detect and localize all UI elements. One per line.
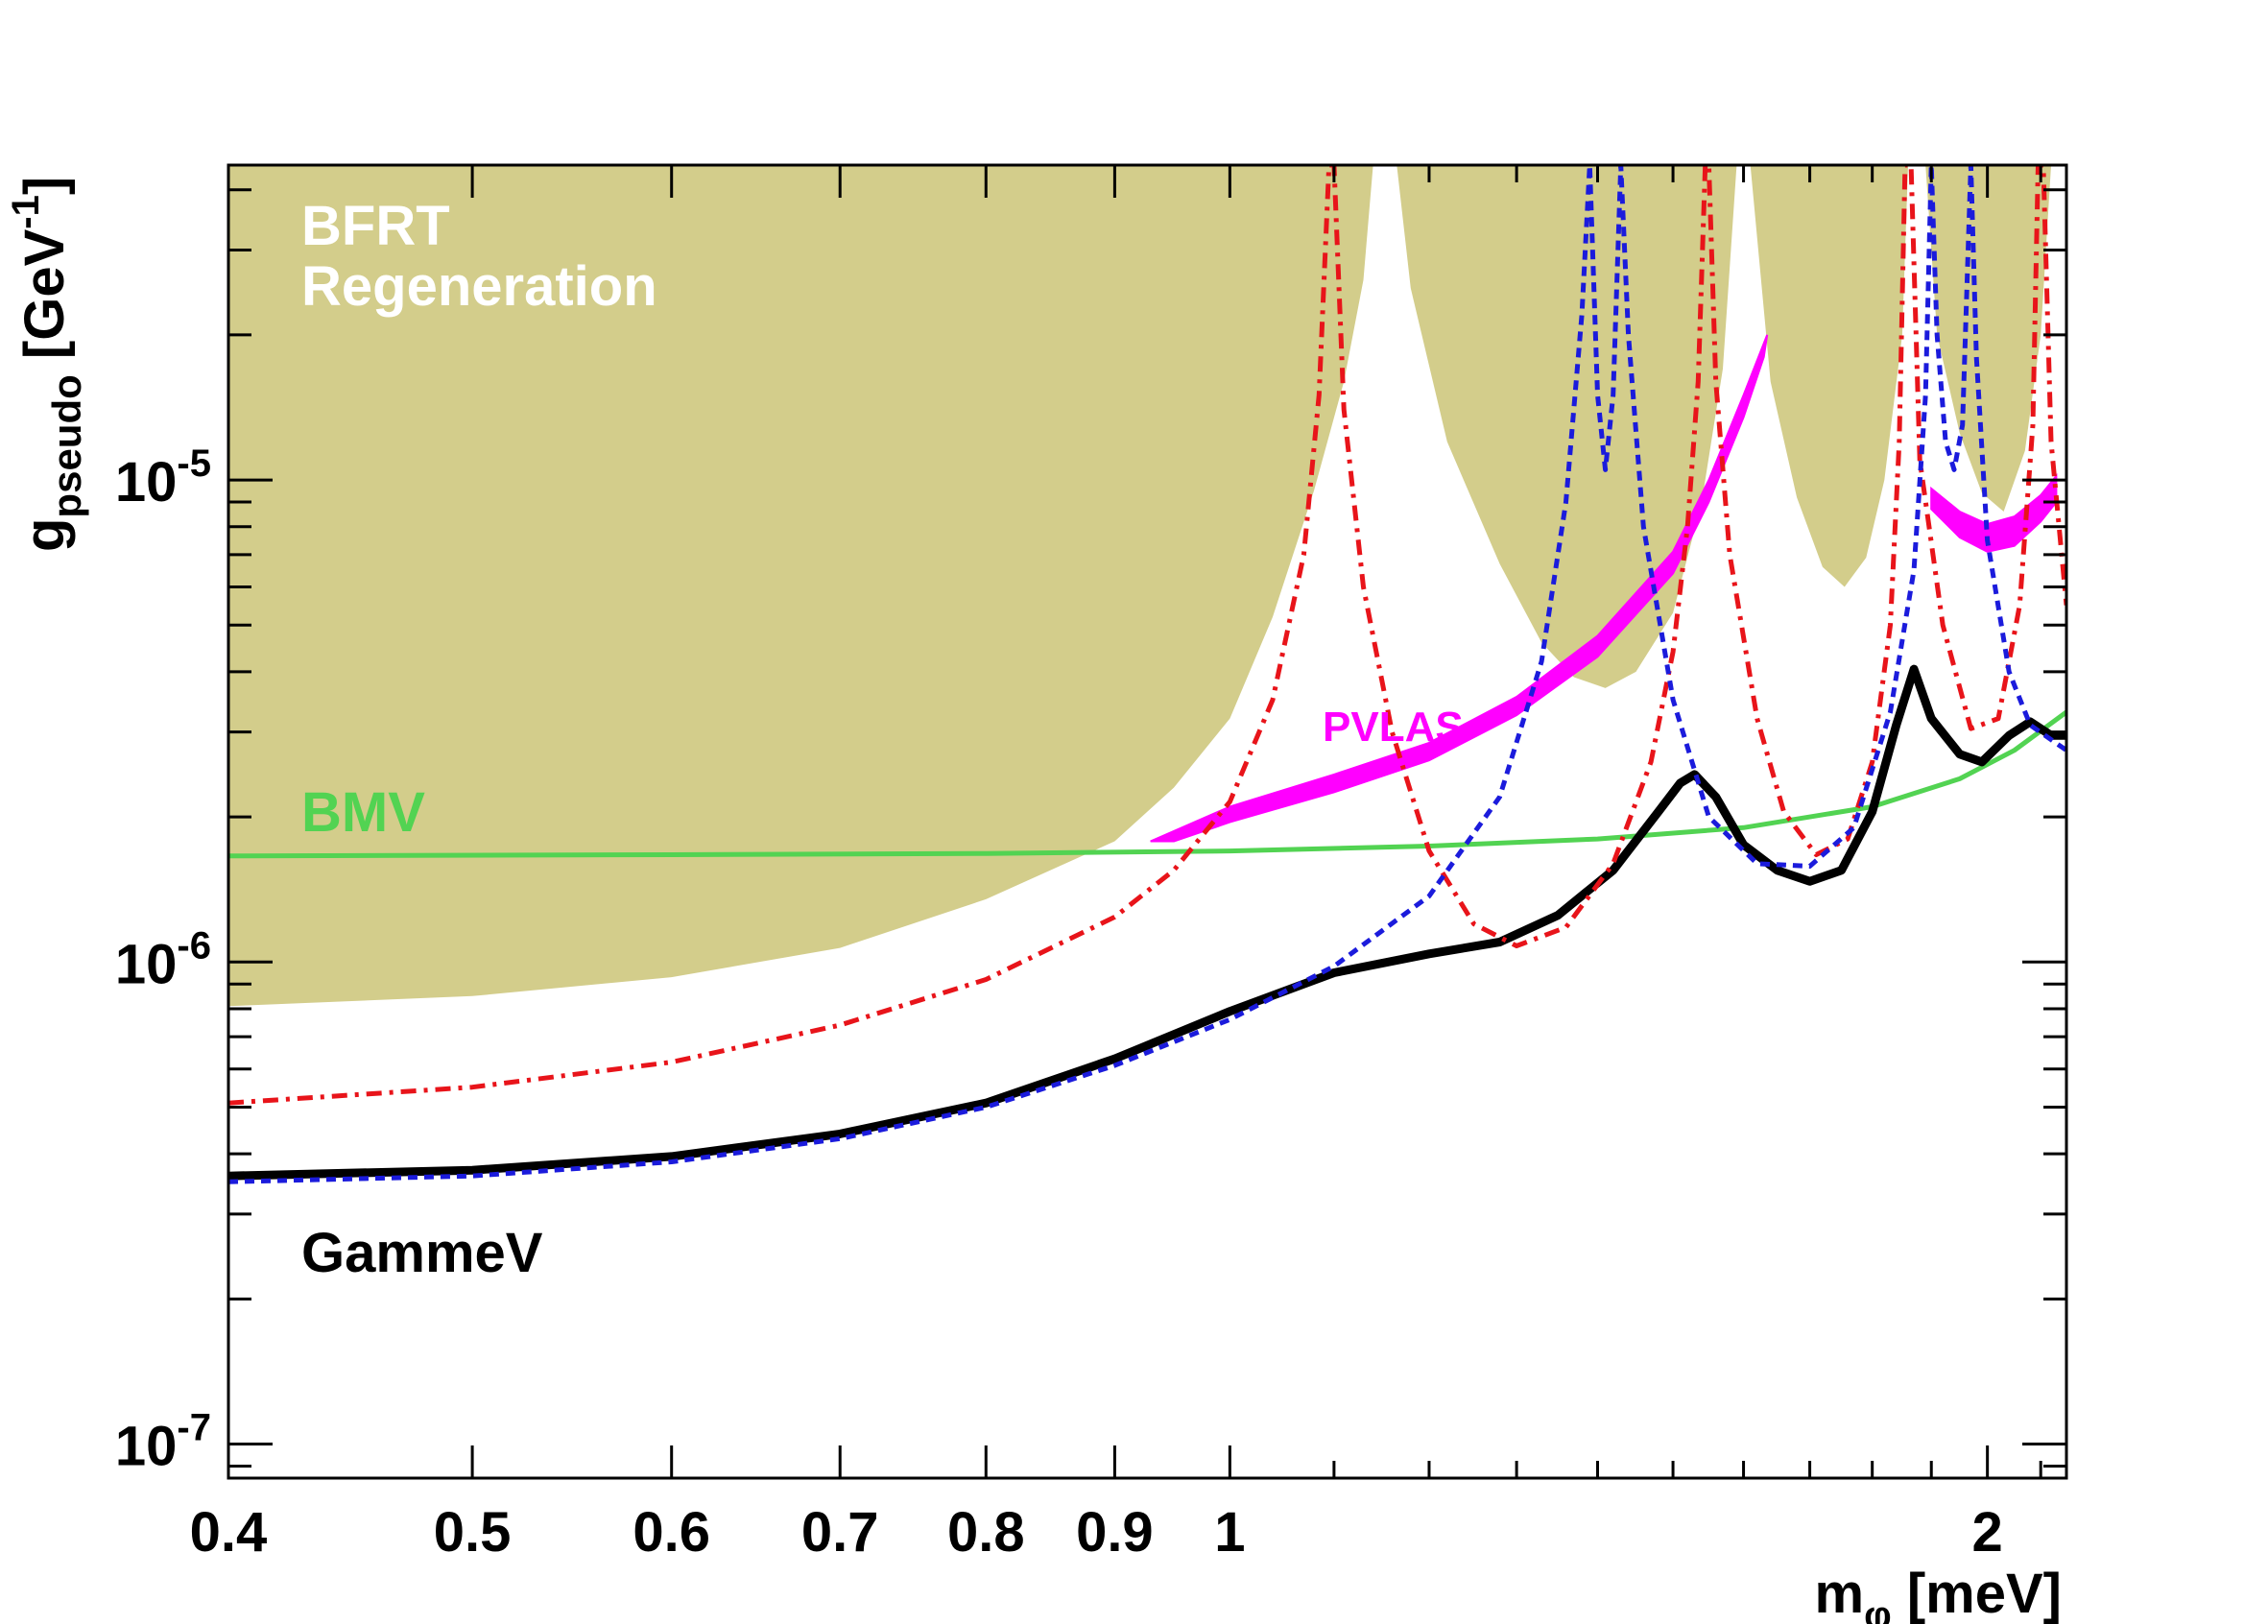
y-axis-title-sub: pseudo: [44, 374, 89, 517]
x-tick-label: 0.5: [434, 1501, 512, 1564]
plot-frame: [227, 163, 2068, 1480]
y-tick-label: 10-6: [115, 924, 211, 995]
series-blue-dashed-line: [228, 165, 2066, 1184]
x-axis-title-sub: φ: [1864, 1594, 1892, 1624]
label-bfrt-line1: BFRT: [301, 195, 450, 257]
tick-labels: 0.4 0.5 0.6 0.7 0.8 0.9 1 2 10-7 10-6 10-5: [115, 442, 2003, 1564]
region-bfrt-0: [228, 165, 2066, 1007]
x-tick-label: 2: [1972, 1501, 2003, 1564]
series-red-dashdot-line: [228, 165, 2066, 1106]
x-axis-title: mφ [meV]: [1815, 1563, 2062, 1624]
x-tick-label: 0.9: [1076, 1501, 1154, 1564]
x-axis-title-rest: [meV]: [1892, 1563, 2062, 1624]
y-axis-title-rest: [GeV: [13, 228, 76, 374]
y-axis-title-sup: -1: [5, 195, 47, 229]
x-tick-label: 0.6: [633, 1501, 710, 1564]
label-pvlas: PVLAS: [1323, 704, 1464, 751]
label-bfrt-line2: Regeneration: [301, 255, 657, 318]
series-gammev-line: [228, 664, 2066, 1181]
series-pvlas-band-0: [1150, 334, 1769, 843]
x-axis-title-main: m: [1815, 1563, 1865, 1624]
x-tick-label: 0.4: [190, 1501, 268, 1564]
series-bmv-line: [228, 709, 2066, 859]
y-tick-label: 10-7: [115, 1407, 211, 1478]
y-axis-title-main: g: [13, 518, 76, 552]
y-axis-title-end: ]: [13, 177, 76, 195]
x-tick-label: 0.8: [947, 1501, 1025, 1564]
plot-area: [228, 165, 2066, 1184]
y-tick-label: 10-5: [115, 442, 211, 513]
axis-ticks: [227, 165, 2066, 1478]
label-bmv: BMV: [301, 781, 425, 844]
label-gammev: GammeV: [301, 1222, 543, 1284]
x-tick-label: 1: [1214, 1501, 1245, 1564]
x-tick-label: 0.7: [801, 1501, 879, 1564]
y-axis-title: gpseudo [GeV-1]: [5, 177, 89, 552]
